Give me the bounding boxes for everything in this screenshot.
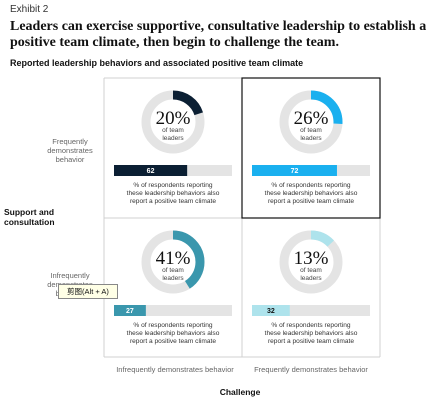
- bar-fill: [252, 165, 337, 176]
- donut-caption-line-2: leaders: [162, 135, 184, 142]
- donut-arc: [141, 230, 205, 294]
- bar-caption-line-2: these leadership behaviors also: [265, 330, 358, 337]
- bar-caption-line-2: these leadership behaviors also: [127, 190, 220, 197]
- x-category-infrequent: Infrequently demonstrates behavior: [116, 365, 234, 374]
- bar-caption-line-1: % of respondents reporting: [133, 322, 213, 329]
- bar-caption-line-3: report a positive team climate: [268, 338, 354, 345]
- bar-value-label: 27: [126, 308, 134, 315]
- bar-fill: [114, 305, 146, 316]
- bar-caption-line-1: % of respondents reporting: [271, 322, 351, 329]
- bar-caption-line-2: these leadership behaviors also: [265, 190, 358, 197]
- page-title: Leaders can exercise supportive, consult…: [10, 19, 427, 50]
- donut-caption-line-1: of team: [162, 267, 184, 274]
- bar-value-label: 32: [267, 308, 275, 315]
- donut-caption-line-1: of team: [300, 127, 322, 134]
- bar-track: [252, 305, 370, 316]
- chart-subtitle: Reported leadership behaviors and associ…: [10, 58, 304, 68]
- donut-arc: [279, 230, 343, 294]
- x-category-frequent: Frequently demonstrates behavior: [254, 365, 368, 374]
- bar-value-label: 62: [147, 168, 155, 175]
- donut-percent-label: 13%: [294, 248, 329, 269]
- donut-caption-line-2: leaders: [162, 275, 184, 282]
- bar-track: [114, 305, 232, 316]
- donut-arc: [279, 90, 343, 154]
- bar-caption-line-3: report a positive team climate: [130, 198, 216, 205]
- donut-caption-line-2: leaders: [300, 135, 322, 142]
- screenshot-tooltip: 剪图(Alt + A): [58, 284, 118, 299]
- donut-percent-label: 41%: [156, 248, 191, 269]
- bar-fill: [252, 305, 290, 316]
- donut-arc: [141, 90, 205, 154]
- bar-caption-line-2: these leadership behaviors also: [127, 330, 220, 337]
- bar-caption-line-1: % of respondents reporting: [271, 182, 351, 189]
- bar-value-label: 72: [291, 168, 299, 175]
- bar-caption-line-3: report a positive team climate: [268, 198, 354, 205]
- bar-caption-line-1: % of respondents reporting: [133, 182, 213, 189]
- y-category-frequent: Frequently demonstrates behavior: [47, 137, 93, 164]
- bar-fill: [114, 165, 188, 176]
- donut-percent-label: 20%: [156, 108, 191, 129]
- donut-caption-line-1: of team: [300, 267, 322, 274]
- bar-caption-line-3: report a positive team climate: [130, 338, 216, 345]
- x-axis-label: Challenge: [219, 387, 261, 397]
- donut-caption-line-2: leaders: [300, 275, 322, 282]
- exhibit-label: Exhibit 2: [10, 4, 49, 15]
- donut-caption-line-1: of team: [162, 127, 184, 134]
- donut-percent-label: 26%: [294, 108, 329, 129]
- y-axis-label: Support and consultation: [4, 207, 55, 227]
- highlight-quadrant-border: [241, 77, 381, 219]
